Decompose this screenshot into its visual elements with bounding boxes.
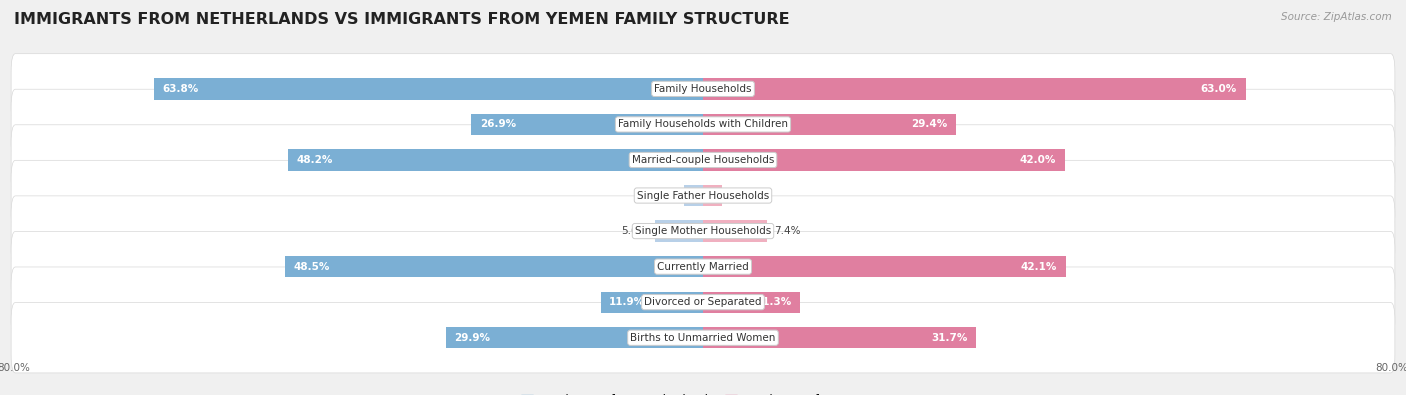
Text: Family Households with Children: Family Households with Children xyxy=(619,119,787,130)
Bar xyxy=(600,292,703,313)
FancyBboxPatch shape xyxy=(11,267,1395,337)
Text: 7.4%: 7.4% xyxy=(773,226,800,236)
Text: 63.0%: 63.0% xyxy=(1201,84,1237,94)
FancyBboxPatch shape xyxy=(11,89,1395,160)
Text: Births to Unmarried Women: Births to Unmarried Women xyxy=(630,333,776,343)
Text: 11.3%: 11.3% xyxy=(755,297,792,307)
Text: 5.6%: 5.6% xyxy=(621,226,648,236)
Bar xyxy=(446,327,703,348)
Text: 42.1%: 42.1% xyxy=(1021,261,1057,272)
Text: Source: ZipAtlas.com: Source: ZipAtlas.com xyxy=(1281,12,1392,22)
Text: 29.4%: 29.4% xyxy=(911,119,948,130)
Bar xyxy=(703,185,721,206)
Bar xyxy=(703,78,1246,100)
Bar xyxy=(153,78,703,100)
Text: Married-couple Households: Married-couple Households xyxy=(631,155,775,165)
Legend: Immigrants from Netherlands, Immigrants from Yemen: Immigrants from Netherlands, Immigrants … xyxy=(516,390,890,395)
FancyBboxPatch shape xyxy=(11,160,1395,231)
Text: 11.9%: 11.9% xyxy=(609,297,645,307)
Text: 31.7%: 31.7% xyxy=(931,333,967,343)
Text: Single Father Households: Single Father Households xyxy=(637,190,769,201)
Text: 48.2%: 48.2% xyxy=(297,155,333,165)
Text: Divorced or Separated: Divorced or Separated xyxy=(644,297,762,307)
Bar xyxy=(285,256,703,277)
Text: 2.2%: 2.2% xyxy=(728,190,755,201)
Bar xyxy=(703,292,800,313)
Text: Currently Married: Currently Married xyxy=(657,261,749,272)
Text: Single Mother Households: Single Mother Households xyxy=(636,226,770,236)
FancyBboxPatch shape xyxy=(11,125,1395,195)
Bar xyxy=(703,114,956,135)
Text: Family Households: Family Households xyxy=(654,84,752,94)
FancyBboxPatch shape xyxy=(11,231,1395,302)
Text: 2.2%: 2.2% xyxy=(651,190,678,201)
Bar xyxy=(703,256,1066,277)
Bar xyxy=(471,114,703,135)
Bar xyxy=(685,185,703,206)
Text: 63.8%: 63.8% xyxy=(162,84,198,94)
Text: 29.9%: 29.9% xyxy=(454,333,491,343)
FancyBboxPatch shape xyxy=(11,54,1395,124)
Bar xyxy=(703,149,1064,171)
Bar xyxy=(655,220,703,242)
Text: 42.0%: 42.0% xyxy=(1019,155,1056,165)
Bar xyxy=(288,149,703,171)
Text: IMMIGRANTS FROM NETHERLANDS VS IMMIGRANTS FROM YEMEN FAMILY STRUCTURE: IMMIGRANTS FROM NETHERLANDS VS IMMIGRANT… xyxy=(14,12,790,27)
Text: 48.5%: 48.5% xyxy=(294,261,330,272)
Bar xyxy=(703,220,766,242)
Text: 26.9%: 26.9% xyxy=(479,119,516,130)
FancyBboxPatch shape xyxy=(11,303,1395,373)
FancyBboxPatch shape xyxy=(11,196,1395,266)
Bar xyxy=(703,327,976,348)
